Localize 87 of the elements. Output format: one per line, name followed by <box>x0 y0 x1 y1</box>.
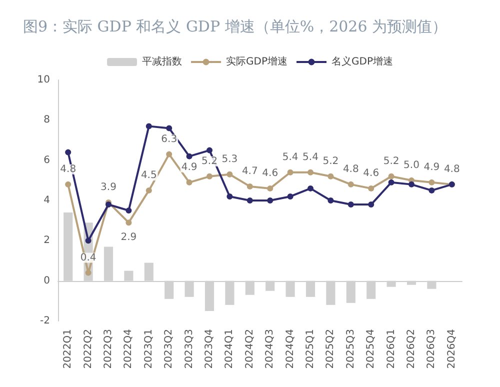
point <box>368 202 374 208</box>
x-tick-label: 2023Q4 <box>204 329 215 369</box>
data-label: 5.0 <box>404 160 420 171</box>
legend-label: 名义GDP增速 <box>332 56 393 68</box>
data-label: 5.2 <box>202 156 218 167</box>
point <box>328 198 334 204</box>
x-tick-label: 2023Q3 <box>184 329 195 369</box>
x-tick-label: 2023Q2 <box>164 329 175 369</box>
data-label: 2.9 <box>120 232 137 244</box>
y-tick-label: 2 <box>44 235 50 246</box>
x-tick-label: 2024Q3 <box>264 329 276 369</box>
data-label: 4.9 <box>424 162 440 173</box>
data-label: 5.4 <box>282 152 298 163</box>
data-label: 5.3 <box>222 154 238 165</box>
point <box>267 185 274 192</box>
data-label: 4.9 <box>181 162 198 173</box>
x-tick-label: 2024Q4 <box>284 329 296 369</box>
point <box>146 187 152 194</box>
point <box>408 181 414 188</box>
point <box>186 179 192 186</box>
point <box>226 171 233 178</box>
point <box>85 270 92 276</box>
point <box>287 193 294 200</box>
data-label: 4.8 <box>60 164 76 175</box>
x-tick-label: 2022Q3 <box>103 329 114 369</box>
x-tick-label: 2025Q3 <box>345 329 356 369</box>
point <box>206 147 212 154</box>
point <box>267 198 274 204</box>
point <box>328 173 334 180</box>
point <box>226 193 233 200</box>
point <box>348 181 354 188</box>
legend-label: 实际GDP增速 <box>226 56 288 68</box>
point <box>308 185 314 192</box>
x-tick-label: 2026Q4 <box>446 329 458 369</box>
point <box>166 151 172 158</box>
x-tick-label: 2023Q1 <box>143 329 154 369</box>
point <box>106 202 112 208</box>
data-label: 4.5 <box>140 170 157 181</box>
point <box>186 153 192 160</box>
data-label: 0.4 <box>80 252 96 264</box>
data-label: 6.3 <box>161 134 178 145</box>
point <box>246 183 253 190</box>
point <box>126 220 132 226</box>
x-tick-label: 2026Q1 <box>386 329 397 369</box>
x-tick-label: 2022Q2 <box>82 329 94 369</box>
x-tick-label: 2022Q4 <box>123 329 134 369</box>
y-tick-label: 4 <box>44 195 50 206</box>
point <box>348 202 354 208</box>
point <box>428 187 435 194</box>
point <box>166 125 172 132</box>
point <box>85 238 92 244</box>
point <box>126 208 132 214</box>
y-tick-label: 8 <box>44 114 50 126</box>
x-tick-label: 2025Q4 <box>366 329 377 369</box>
data-label: 4.6 <box>363 168 380 179</box>
x-tick-label: 2024Q2 <box>244 329 256 369</box>
x-tick-label: 2026Q3 <box>426 329 438 369</box>
point <box>146 123 152 130</box>
point <box>287 169 294 176</box>
data-label: 4.8 <box>444 164 460 175</box>
point <box>65 149 72 156</box>
point <box>368 185 374 192</box>
data-label: 4.7 <box>242 166 258 177</box>
point <box>246 198 253 204</box>
point <box>206 173 212 180</box>
point <box>308 169 314 176</box>
data-label: 5.2 <box>383 156 400 167</box>
data-label: 4.8 <box>342 164 359 175</box>
y-tick-label: 6 <box>44 154 50 166</box>
x-tick-label: 2025Q2 <box>325 329 336 369</box>
x-tick-label: 2025Q1 <box>305 329 316 369</box>
data-label: 4.6 <box>262 168 278 179</box>
x-tick-label: 2026Q2 <box>406 329 417 369</box>
y-tick-label: -2 <box>40 316 50 326</box>
point <box>428 179 435 186</box>
point <box>388 173 394 180</box>
y-tick-label: 0 <box>44 275 50 286</box>
y-tick-label: 10 <box>37 74 50 86</box>
legend-label: 平减指数 <box>142 56 182 68</box>
x-tick-label: 2022Q1 <box>62 329 74 369</box>
point <box>388 179 394 186</box>
data-label: 5.4 <box>302 152 318 163</box>
data-label: 3.9 <box>100 182 116 194</box>
data-label: 5.2 <box>322 156 339 167</box>
x-tick-label: 2024Q1 <box>224 329 236 369</box>
point <box>65 181 72 188</box>
chart-title: 图9：实际 GDP 和名义 GDP 增速（单位%，2026 为预测值） <box>23 18 448 36</box>
